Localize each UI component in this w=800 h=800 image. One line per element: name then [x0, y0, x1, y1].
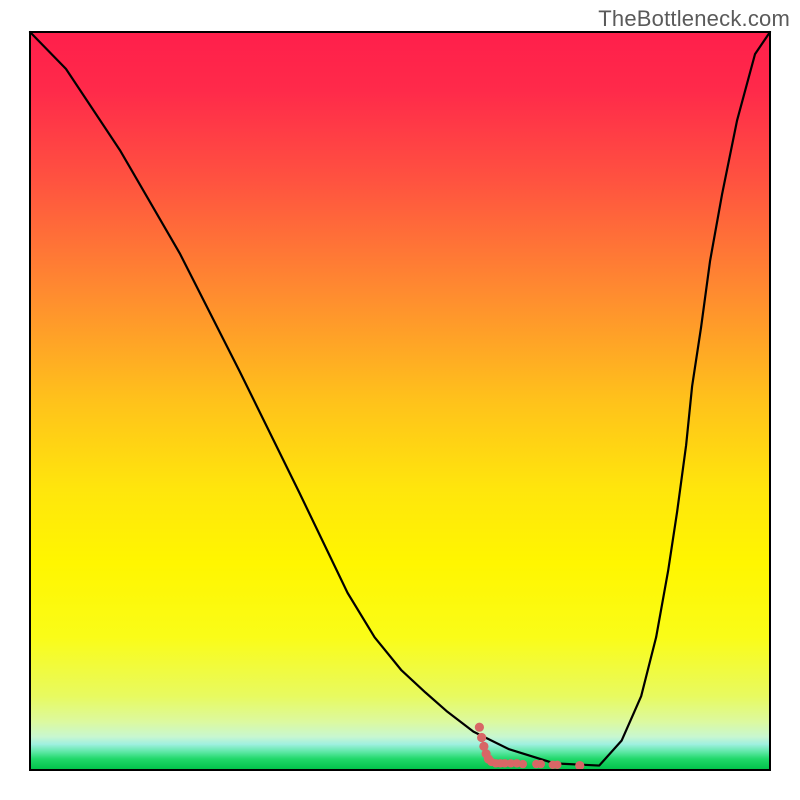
watermark-text: TheBottleneck.com	[598, 6, 790, 32]
marker-dot	[537, 760, 545, 768]
plot-background	[30, 32, 770, 770]
chart-container: TheBottleneck.com	[0, 0, 800, 800]
marker-dot	[575, 761, 584, 770]
marker-dot	[477, 733, 486, 742]
plot-svg	[0, 0, 800, 800]
plot-group	[30, 32, 770, 770]
marker-dot	[519, 760, 527, 768]
marker-dot	[475, 723, 484, 732]
marker-dot	[553, 761, 561, 769]
